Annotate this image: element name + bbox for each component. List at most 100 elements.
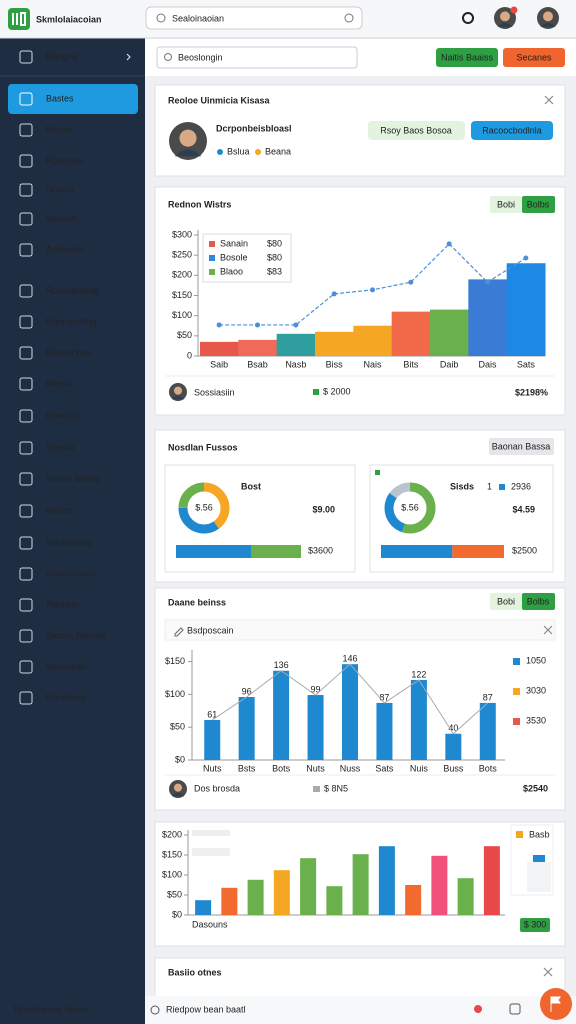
sidebar-item[interactable]: Nansn Bating	[46, 473, 100, 483]
search-box[interactable]	[145, 6, 363, 30]
sidebar-active[interactable]	[8, 84, 138, 114]
x-tick-label: Bots	[272, 763, 291, 773]
progress-segment	[251, 545, 301, 558]
button[interactable]	[368, 121, 465, 140]
area-segment	[430, 309, 469, 356]
toolbar-search[interactable]	[156, 46, 358, 69]
legend-value: $83	[267, 266, 282, 276]
button[interactable]	[522, 196, 555, 213]
button[interactable]	[489, 438, 554, 455]
button[interactable]	[522, 593, 555, 610]
x-tick-label: Bsts	[238, 763, 256, 773]
amount: $ 8N5	[324, 783, 348, 793]
footer-icon[interactable]	[474, 1005, 482, 1013]
bar	[221, 887, 238, 915]
sidebar-item[interactable]: Boniciss	[46, 410, 80, 420]
sidebar-item[interactable]: Rocisdos	[46, 155, 84, 165]
y-tick-label: $300	[172, 229, 192, 239]
data-label: 40	[448, 723, 458, 733]
y-tick-label: $100	[172, 310, 192, 320]
avatar-body	[540, 22, 556, 27]
sidebar-item[interactable]: Roompotiing	[46, 316, 97, 326]
sidebar-item[interactable]: Nanssban	[46, 661, 87, 671]
card-title: Reoloe Uinmicia Kisasa	[168, 95, 271, 105]
donut-center: $.56	[195, 502, 213, 512]
person-name: Dos brosda	[194, 783, 240, 793]
sidebar	[0, 38, 145, 998]
panel-label: Sisds	[450, 481, 474, 491]
avatar-body	[174, 149, 202, 157]
close-button[interactable]	[543, 625, 553, 635]
tag: Bslua	[227, 146, 250, 156]
close-button[interactable]	[544, 95, 554, 105]
legend-swatch	[513, 718, 520, 725]
tag-dot	[255, 149, 261, 155]
avatar-body	[497, 22, 513, 27]
legend-name: Sanain	[220, 238, 248, 248]
sidebar-item[interactable]: Bonsenbas	[46, 347, 92, 357]
close-button[interactable]	[543, 967, 553, 977]
sidebar-item[interactable]: Rocostosbag	[46, 285, 99, 295]
bar	[300, 858, 317, 915]
sidebar-item[interactable]: Socrdo	[46, 442, 75, 452]
sidebar-icon	[19, 629, 33, 643]
sidebar-item[interactable]: Sassin Sspong	[46, 630, 106, 640]
area-segment	[506, 263, 546, 356]
y-tick-label: $150	[165, 656, 185, 666]
amount: $9.00	[312, 504, 335, 514]
y-tick-label: $50	[170, 722, 185, 732]
button[interactable]	[471, 121, 553, 140]
footer-right	[145, 996, 576, 1024]
change: $2198%	[515, 387, 548, 397]
sidebar-icon	[19, 315, 33, 329]
x-tick-label: Nuts	[306, 763, 325, 773]
sidebar-item[interactable]: Ronsiiona	[46, 692, 86, 702]
notification-icon[interactable]	[462, 12, 474, 24]
refresh-icon[interactable]	[344, 13, 354, 23]
sidebar-item[interactable]: Bansis	[46, 378, 74, 388]
legend-value: $80	[267, 238, 282, 248]
fab[interactable]	[540, 988, 572, 1020]
person-name: Sossiasiin	[194, 387, 235, 397]
sidebar-item[interactable]: Aohanlas	[46, 244, 84, 254]
sidebar-item[interactable]: Bastes	[46, 93, 74, 103]
fab-icon	[550, 996, 561, 1012]
area-segment	[315, 331, 354, 356]
line-point	[485, 279, 490, 285]
filter-label: Bsdposcain	[187, 625, 234, 635]
sidebar-item[interactable]: Bonscbosnis	[46, 568, 98, 578]
search-icon	[164, 53, 172, 61]
button[interactable]	[490, 593, 522, 610]
tag-dot	[217, 149, 223, 155]
line-point	[523, 255, 529, 261]
footer-icon[interactable]	[509, 1003, 521, 1015]
change: $2540	[523, 783, 548, 793]
sidebar-item[interactable]: Nosms	[46, 184, 75, 194]
sidebar-item[interactable]: Namsis	[46, 213, 77, 223]
legend-swatch	[209, 241, 215, 247]
sidebar-item[interactable]: Baniss	[46, 505, 74, 515]
bar	[195, 900, 212, 915]
sidebar-item[interactable]: Renisno	[46, 599, 79, 609]
sidebar-icon	[19, 183, 33, 197]
button[interactable]	[520, 918, 550, 932]
sidebar-item[interactable]: Bongna	[46, 51, 77, 61]
bar	[483, 846, 500, 915]
line-point	[255, 322, 260, 328]
button[interactable]	[490, 196, 522, 213]
y-tick-label: 0	[187, 350, 192, 360]
y-tick-label: $200	[162, 829, 182, 839]
swatch	[499, 484, 505, 490]
total: $2500	[512, 545, 537, 555]
sidebar-item[interactable]: Nanisebing	[46, 537, 91, 547]
y-tick-label: $50	[167, 889, 182, 899]
button[interactable]	[503, 48, 565, 67]
sidebar-icon	[19, 92, 33, 106]
y-tick-label: $100	[162, 869, 182, 879]
avatar-body	[171, 793, 185, 797]
search-placeholder: Beoslongin	[178, 52, 223, 62]
button[interactable]	[436, 48, 498, 67]
sidebar-item[interactable]: Bsoiss	[46, 124, 73, 134]
bar	[247, 879, 264, 915]
x-tick-label: Bots	[479, 763, 498, 773]
